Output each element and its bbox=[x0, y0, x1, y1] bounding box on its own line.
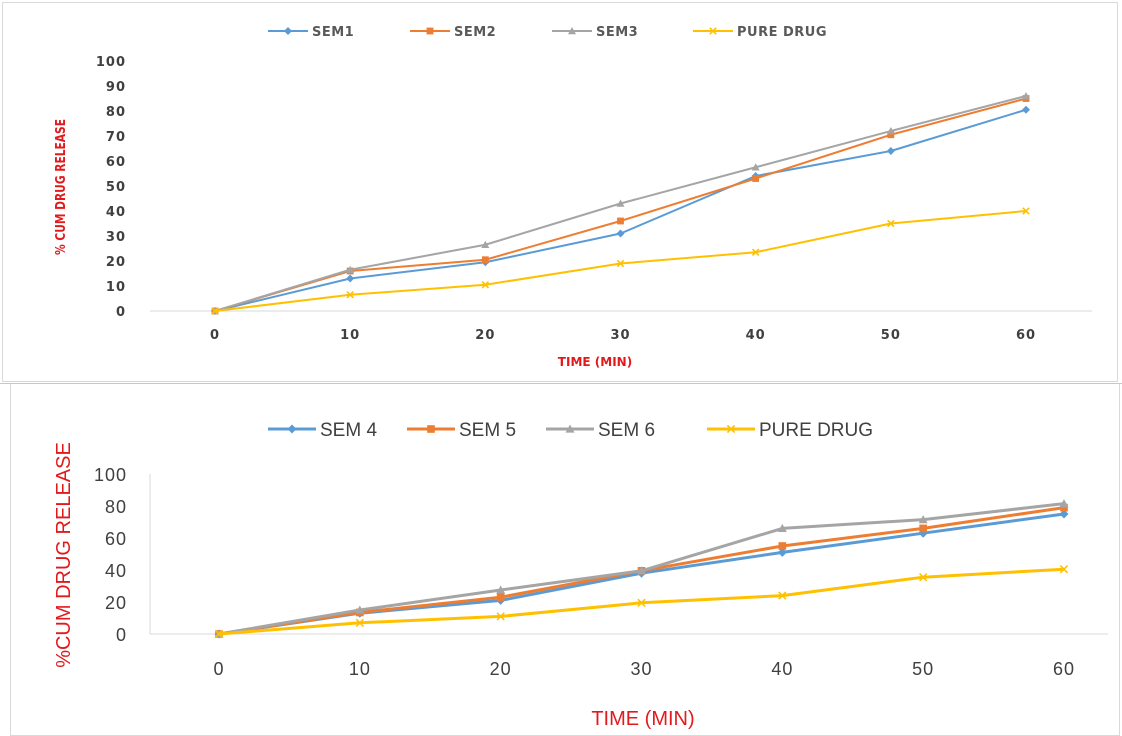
legend-label-top-3: SEM3 bbox=[596, 25, 638, 40]
data-point-top-1 bbox=[1022, 105, 1030, 114]
data-point-bottom-4 bbox=[355, 618, 364, 627]
y-tick-label-top: 100 bbox=[96, 55, 126, 70]
chart-panel-top: 0 10 20 30 40 50 60 70 80 90 100 0 10 20 30 40 50 60 TIME … bbox=[2, 2, 1118, 382]
y-tick-label-bottom: 40 bbox=[105, 561, 127, 581]
y-tick-label-top: 80 bbox=[106, 105, 126, 120]
y-axis-title-top: % CUM DRUG RELEASE bbox=[53, 119, 68, 255]
y-tick-label-top: 0 bbox=[116, 305, 126, 320]
legend-marker-top-1 bbox=[284, 27, 292, 35]
data-point-top-3 bbox=[481, 240, 490, 248]
data-point-top-3 bbox=[346, 265, 355, 273]
data-point-bottom-2 bbox=[778, 542, 787, 550]
data-point-bottom-3 bbox=[777, 523, 787, 532]
line-chart-bottom: 0 20 40 60 80 100 0 10 20 30 40 50 60 TIME (MIN) %CUM … bbox=[53, 420, 1108, 730]
x-tick-label-bottom: 30 bbox=[630, 659, 652, 679]
legend-marker-top-4 bbox=[709, 27, 717, 35]
x-tick-label-top: 30 bbox=[610, 328, 630, 343]
data-point-bottom-4 bbox=[1059, 565, 1069, 574]
legend-label-top-1: SEM1 bbox=[312, 25, 354, 40]
data-point-top-4 bbox=[751, 248, 760, 257]
x-tick-label-bottom: 20 bbox=[490, 659, 512, 679]
data-point-top-2 bbox=[481, 256, 489, 264]
x-tick-label-top: 40 bbox=[746, 328, 766, 343]
y-tick-label-top: 60 bbox=[106, 155, 126, 170]
data-point-bottom-4 bbox=[496, 612, 505, 621]
y-tick-label-top: 10 bbox=[106, 280, 126, 295]
data-point-bottom-4 bbox=[919, 573, 928, 582]
data-point-top-2 bbox=[617, 217, 624, 225]
x-tick-label-top: 50 bbox=[881, 328, 901, 343]
legend-marker-top-2 bbox=[426, 27, 434, 35]
x-tick-label-bottom: 50 bbox=[912, 659, 934, 679]
y-tick-label-bottom: 0 bbox=[116, 625, 127, 645]
data-point-top-4 bbox=[1022, 207, 1030, 215]
legend-marker-bottom-1 bbox=[287, 424, 297, 434]
data-point-top-1 bbox=[346, 274, 355, 283]
data-point-top-1 bbox=[616, 229, 625, 238]
data-point-bottom-4 bbox=[214, 629, 224, 639]
data-point-top-1 bbox=[886, 147, 895, 155]
series-line-top-1 bbox=[214, 108, 1027, 312]
y-tick-label-bottom: 60 bbox=[105, 529, 127, 549]
y-tick-label-top: 40 bbox=[106, 205, 126, 220]
y-tick-label-bottom: 20 bbox=[105, 593, 127, 613]
data-point-top-4 bbox=[887, 219, 895, 228]
y-tick-label-top: 70 bbox=[106, 130, 126, 145]
x-tick-label-top: 10 bbox=[340, 328, 360, 343]
legend-label-bottom-4: PURE DRUG bbox=[759, 420, 873, 441]
y-tick-label-bottom: 100 bbox=[94, 465, 127, 485]
legend-label-bottom-2: SEM 5 bbox=[459, 420, 516, 441]
y-tick-label-top: 50 bbox=[106, 180, 126, 195]
legend-marker-bottom-3 bbox=[565, 424, 575, 433]
series-line-top-4 bbox=[214, 210, 1027, 312]
data-point-top-4 bbox=[616, 259, 625, 268]
data-point-bottom-2 bbox=[496, 593, 505, 602]
y-tick-label-top: 20 bbox=[106, 255, 126, 270]
data-point-top-2 bbox=[752, 175, 760, 182]
chart-frame-top bbox=[2, 2, 1118, 382]
data-point-bottom-3 bbox=[918, 515, 928, 524]
data-point-top-4 bbox=[346, 290, 354, 299]
legend-label-top-2: SEM2 bbox=[454, 25, 496, 40]
y-axis-title-bottom: %CUM DRUG RELEASE bbox=[53, 442, 75, 668]
data-point-bottom-3 bbox=[496, 585, 506, 594]
data-point-bottom-3 bbox=[355, 605, 365, 614]
x-axis-title-bottom: TIME (MIN) bbox=[591, 708, 694, 730]
x-tick-label-bottom: 0 bbox=[213, 659, 224, 679]
legend-label-bottom-1: SEM 4 bbox=[320, 420, 377, 441]
series-line-bottom-4 bbox=[218, 567, 1065, 636]
data-point-top-3 bbox=[1022, 92, 1030, 100]
x-tick-label-bottom: 60 bbox=[1053, 659, 1075, 679]
y-tick-label-top: 30 bbox=[106, 230, 126, 245]
y-tick-label-top: 90 bbox=[106, 80, 126, 95]
x-tick-label-top: 20 bbox=[475, 328, 495, 343]
data-point-bottom-3 bbox=[637, 566, 646, 575]
data-point-top-3 bbox=[886, 127, 895, 135]
legend-label-top-4: PURE DRUG bbox=[737, 25, 827, 40]
chart-panel-bottom: 0 20 40 60 80 100 0 10 20 30 40 50 60 TIME (MIN) %CUM … bbox=[0, 384, 1122, 736]
data-point-top-4 bbox=[211, 307, 219, 315]
data-point-top-4 bbox=[481, 280, 490, 289]
x-tick-label-top: 0 bbox=[210, 328, 220, 343]
data-point-bottom-2 bbox=[1060, 503, 1068, 512]
line-chart-top: 0 10 20 30 40 50 60 70 80 90 100 0 10 20 30 40 50 60 TIME … bbox=[53, 25, 1092, 369]
data-point-bottom-2 bbox=[919, 524, 927, 533]
x-tick-label-bottom: 40 bbox=[771, 659, 793, 679]
data-point-bottom-1 bbox=[777, 547, 787, 557]
data-point-bottom-4 bbox=[637, 598, 646, 607]
legend-marker-bottom-2 bbox=[427, 425, 435, 433]
data-point-bottom-3 bbox=[1059, 499, 1069, 508]
data-point-bottom-1 bbox=[1059, 509, 1069, 519]
legend-marker-bottom-4 bbox=[726, 424, 736, 434]
y-tick-label-bottom: 80 bbox=[105, 497, 127, 517]
x-tick-label-top: 60 bbox=[1016, 328, 1036, 343]
legend-marker-top-3 bbox=[568, 27, 576, 35]
data-point-bottom-4 bbox=[778, 591, 787, 600]
x-axis-title-top: TIME (MIN) bbox=[558, 355, 632, 369]
data-point-top-3 bbox=[616, 199, 625, 207]
data-point-top-2 bbox=[887, 131, 895, 139]
x-tick-label-bottom: 10 bbox=[349, 659, 371, 679]
legend-label-bottom-3: SEM 6 bbox=[598, 420, 655, 441]
data-point-top-3 bbox=[751, 163, 760, 171]
